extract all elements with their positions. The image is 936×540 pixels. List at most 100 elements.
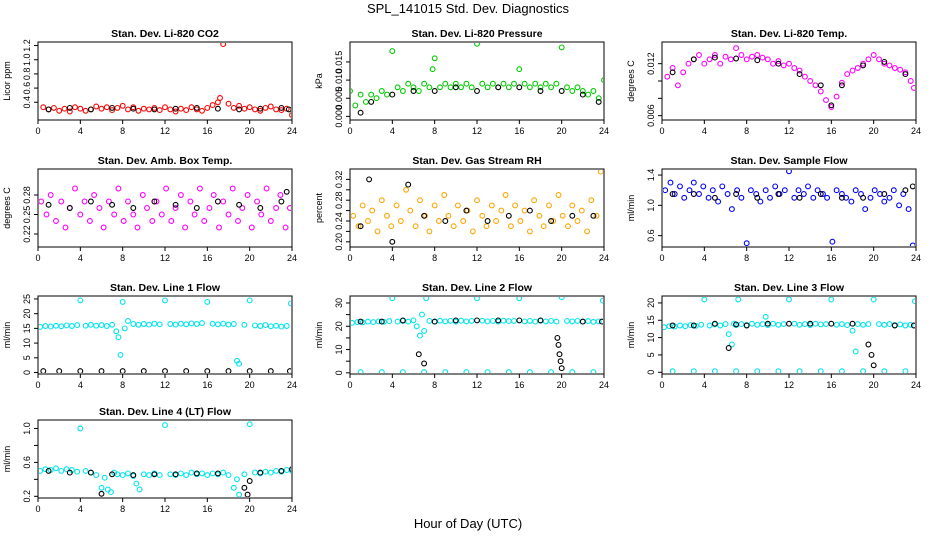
data-point [204,368,211,373]
data-point [183,321,190,328]
data-point [902,187,909,194]
data-point [151,106,158,113]
data-point [370,319,377,326]
y-tick-label: 0.015 [334,51,344,74]
x-tick-label: 4 [702,380,707,390]
data-point [565,223,571,230]
data-point [104,486,111,493]
data-point [677,322,683,329]
data-point [852,187,859,194]
panel-9: Stan. Dev. Line 3 Flow ml/min 0 4 8 12 16 20 24 0… [626,282,921,390]
data-point [410,88,417,94]
data-point [267,103,274,110]
data-point [705,194,712,201]
x-tick-label: 0 [347,126,352,136]
data-point [474,88,480,94]
data-point [246,368,253,373]
data-point [117,351,124,358]
x-tick-label: 24 [287,126,297,136]
data-point [537,84,544,91]
data-point [193,321,200,327]
data-point [45,467,52,474]
panel-title: Stan. Dev. Gas Stream RH [412,155,541,167]
data-point [458,317,465,324]
data-point [182,224,189,231]
data-point [172,471,179,478]
data-point [234,476,240,483]
data-point [725,331,732,338]
data-point [82,467,89,474]
data-point [177,192,184,198]
data-point [357,369,364,373]
data-point [273,205,280,211]
data-point [558,44,565,51]
data-point [389,297,396,302]
data-point [378,369,385,373]
data-point [230,321,237,327]
data-point [130,321,137,327]
data-point [553,318,560,325]
data-point [474,317,480,324]
data-point [277,192,284,198]
x-tick-label: 12 [784,126,794,136]
data-point [244,192,251,198]
series-1 [664,45,915,110]
data-point [421,327,428,334]
y-tick-label: 0.012 [646,52,656,75]
data-point [493,218,500,224]
data-point [42,323,49,329]
data-point [852,348,859,355]
data-point [569,212,576,219]
data-point [101,474,108,481]
data-point [114,104,121,111]
data-point [204,298,211,305]
data-point [209,470,216,477]
data-point [757,198,764,205]
y-tick-label: 10 [334,345,344,355]
data-point [151,320,158,327]
data-point [389,238,396,245]
data-point [526,207,533,214]
data-point [72,185,78,192]
y-tick-label: 0 [646,370,656,375]
series-1 [663,170,915,246]
data-point [267,323,274,330]
data-point [733,45,740,52]
data-point [77,297,84,304]
data-point [532,318,539,325]
data-point [442,80,449,87]
data-point [236,491,243,497]
panel-title: Stan. Dev. Line 4 (LT) Flow [99,406,232,418]
data-point [442,369,449,373]
data-point [807,78,814,84]
x-tick-label: 4 [390,253,395,263]
data-point [715,198,722,205]
data-point [229,185,236,192]
data-point [419,311,425,318]
data-point [585,91,592,98]
series-1 [39,421,291,497]
data-point [500,317,507,324]
data-point [775,368,782,373]
data-point [507,223,514,230]
data-point [435,218,442,224]
x-tick-label: 20 [557,253,567,263]
data-point [488,202,495,209]
data-point [135,107,142,114]
data-point [871,187,878,194]
y-tick-label: 0.25 [22,206,32,224]
data-point [711,54,718,61]
data-point [680,69,687,76]
data-point [368,91,375,98]
data-point [421,80,428,87]
data-point [677,183,683,190]
data-point [39,323,44,330]
data-point [394,318,401,325]
data-point [512,202,519,209]
data-point [220,320,227,327]
data-point [536,212,543,219]
data-point [848,198,855,205]
y-tick-label: 0.8 [22,68,32,81]
data-point [287,300,291,307]
data-point [463,80,470,87]
